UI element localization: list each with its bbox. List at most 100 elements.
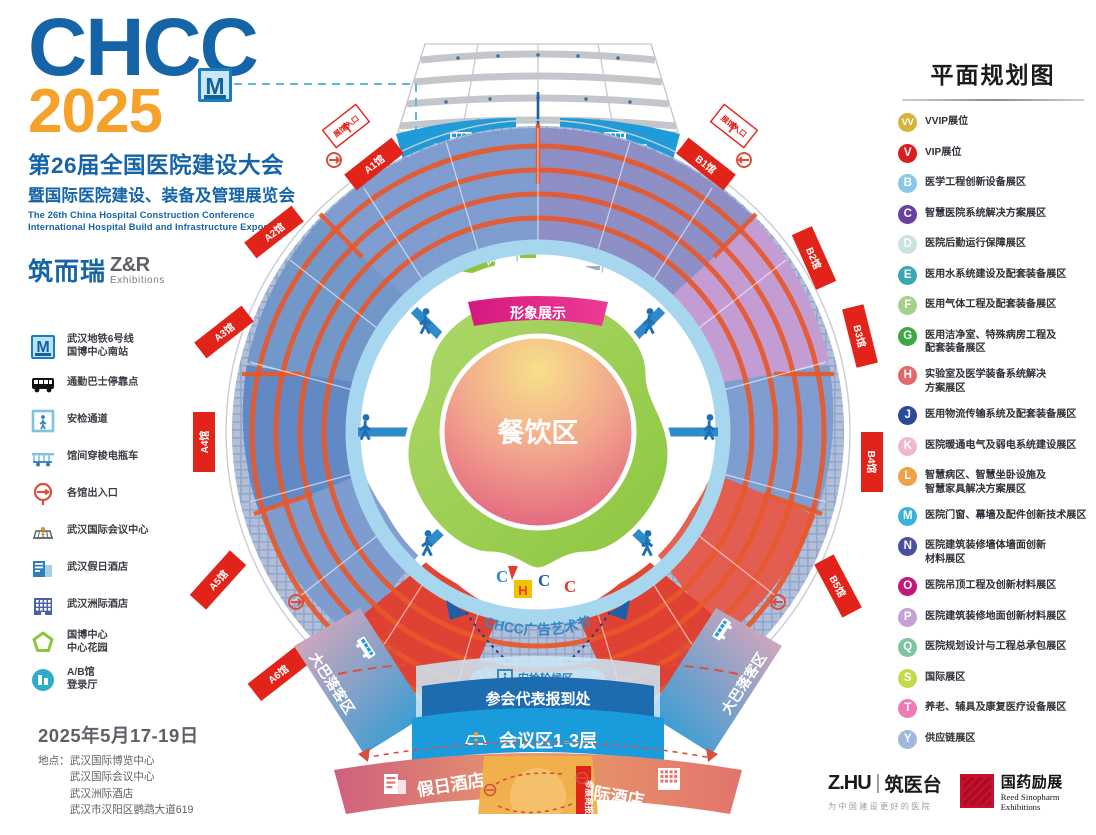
zone-legend-item-n[interactable]: N 医院建筑装修墙体墙面创新 材料展区 [898, 537, 1088, 566]
legend-item-shuttle-cart: 馆间穿梭电瓶车 [30, 441, 210, 474]
exhibition-floorplan-map[interactable]: M 大巴上客区 [178, 14, 898, 814]
delegate-registration[interactable]: 参会代表报到处 [422, 677, 654, 718]
zone-badge-icon: G [898, 326, 917, 346]
legend-label-shuttle-bus: 通勤巴士停靠点 [67, 377, 139, 389]
metro-marker[interactable]: M [198, 68, 232, 102]
pedestrian-icons [359, 308, 716, 557]
zone-legend-label: 医院暖通电气及弱电系统建设展区 [925, 439, 1077, 451]
zone-legend-item-vv[interactable]: VV VVIP展位 [898, 113, 1088, 133]
event-date: 2025年5月17-19日 [38, 725, 199, 746]
divider [876, 774, 879, 793]
zone-badge-icon: D [898, 235, 917, 254]
hall-tag-a6[interactable]: A6馆 [247, 646, 309, 702]
organizer-logo: 筑而瑞 Z&R Exhibitions [28, 252, 328, 288]
zone-legend-label: 医用物流传输系统及配套装备展区 [925, 409, 1077, 420]
pedestrian-arrow [608, 600, 630, 620]
zone-legend-item-s[interactable]: S 国际展区 [898, 668, 1088, 689]
hall-tag-b2[interactable]: B2馆 [791, 226, 837, 290]
zhuyitai-mark: Z.HU [828, 772, 872, 794]
zone-badge-icon: H [898, 366, 917, 386]
entrance-tag-right[interactable]: 展馆入口 [709, 103, 759, 149]
holiday-inn-icon [30, 556, 56, 582]
award-icons: C C C H [496, 566, 576, 598]
legend-item-intercontinental: 武汉洲际酒店 [30, 589, 210, 622]
hall-entrance-markers-hotel [483, 771, 589, 797]
shuttle-cart-icon [30, 445, 56, 471]
svg-text:M: M [205, 73, 224, 99]
brand-block: CHCC 2025 第26届全国医院建设大会 暨国际医院建设、装备及管理展览会 … [28, 6, 328, 288]
zone-legend-label: 养老、辅具及康复医疗设备展区 [925, 702, 1067, 713]
zone-legend-item-m[interactable]: M 医院门窗、幕墙及配件创新技术展区 [898, 506, 1088, 527]
shuttle-bus-icon [356, 636, 376, 659]
event-title-en-line1: The 26th China Hospital Construction Con… [28, 208, 255, 220]
zone-badge-icon: V [898, 143, 917, 163]
zone-legend-label: 供应链展区 [925, 732, 976, 744]
zone-legend-item-o[interactable]: O 医院吊顶工程及创新材料展区 [898, 577, 1088, 597]
zone-legend-label: 医用水系统建设及配套装备展区 [925, 268, 1067, 280]
zone-legend-label: 医用洁净室、特殊病房工程及 配套装备展区 [925, 329, 1057, 355]
zone-legend-item-k[interactable]: K 医院暖通电气及弱电系统建设展区 [898, 436, 1088, 457]
entrance-tag-left[interactable]: 展馆入口 [321, 103, 371, 149]
conference-area[interactable]: 会议区1-3层 [412, 708, 664, 762]
hall-label: B4馆 [865, 451, 878, 474]
zone-legend-item-e[interactable]: E 医用水系统建设及配套装备展区 [898, 265, 1088, 286]
zone-legend-item-t[interactable]: T 养老、辅具及康复医疗设备展区 [898, 699, 1088, 719]
hall-tag-a5[interactable]: A5馆 [189, 550, 247, 610]
zone-legend-label: 医院建筑装修地面创新材料展区 [925, 610, 1067, 622]
hall-tag-a4[interactable]: A4馆 [193, 412, 215, 472]
zone-badge-icon: E [898, 265, 917, 285]
hotel-band[interactable]: 假日酒店 洲际酒店 安检区 [334, 753, 742, 814]
zone-legend-item-v[interactable]: V VIP展位 [898, 143, 1088, 164]
zone-legend-item-b[interactable]: B 医学工程创新设备展区 [898, 174, 1088, 194]
zhuyitai-tagline: 为中国建设更好的医院 [828, 802, 932, 811]
zone-legend-item-l[interactable]: L 智慧病区、智慧坐卧设施及 智慧家具解决方案展区 [898, 467, 1088, 496]
hall-tag-b3[interactable]: B3馆 [842, 304, 878, 368]
zone-legend-item-d[interactable]: D 医院后勤运行保障展区 [898, 235, 1088, 255]
exhibitor-registration-label: 参展商报到处 [584, 780, 594, 814]
zone-legend-item-q[interactable]: Q 医院规划设计与工程总承包展区 [898, 638, 1088, 658]
image-display-label: 形象展示 [510, 305, 566, 321]
route-arrow [358, 748, 370, 762]
organizer-subtitle-en: Exhibitions [110, 274, 165, 286]
zone-legend-label: 智慧医院系统解决方案展区 [925, 207, 1047, 219]
zone-legend-item-h[interactable]: H 实验室及医学装备系统解决 方案展区 [898, 366, 1088, 395]
zone-legend-item-c[interactable]: C 智慧医院系统解决方案展区 [898, 204, 1088, 225]
food-court[interactable]: 餐饮区 [439, 333, 637, 531]
legend-label-convention-center: 武汉国际会议中心 [67, 525, 149, 537]
legend-item-registration-hall: A/B馆 登录厅 [30, 663, 210, 696]
zone-legend-item-p[interactable]: P 医院建筑装修地面创新材料展区 [898, 607, 1088, 628]
legend-label-shuttle-cart: 馆间穿梭电瓶车 [67, 451, 139, 463]
zone-legend-label: 医院后勤运行保障展区 [925, 238, 1026, 249]
reed-name-en-line1: Reed Sinopharm [1000, 791, 1060, 802]
zone-legend-item-y[interactable]: Y 供应链展区 [898, 729, 1088, 750]
hall-tag-b5[interactable]: B5馆 [814, 554, 862, 618]
zone-badge-icon: S [898, 668, 917, 688]
reed-seal-icon [959, 774, 994, 808]
convention-center-icon [30, 519, 56, 545]
zone-badge-icon: N [898, 537, 917, 557]
zone-legend-item-f[interactable]: F 医用气体工程及配套装备展区 [898, 296, 1088, 316]
image-display-banner[interactable]: 形象展示 [468, 296, 608, 326]
legend-label-metro: 武汉地铁6号线 国博中心南站 [67, 333, 134, 358]
zone-legend-item-j[interactable]: J 医用物流传输系统及配套装备展区 [898, 406, 1088, 426]
shuttle-bus-icon [712, 618, 732, 641]
hall-tag-b4[interactable]: B4馆 [861, 432, 883, 492]
zone-legend-label: VIP展位 [925, 146, 962, 158]
organizer-name-en: Z&R [110, 253, 150, 276]
venue-block: 2025年5月17-19日 地点： 武汉国际博览中心 武汉国际会议中心 武汉洲际… [38, 722, 298, 819]
route-arrow [706, 748, 718, 762]
zone-legend-item-g[interactable]: G 医用洁净室、特殊病房工程及 配套装备展区 [898, 326, 1088, 356]
zone-legend-list: VV VVIP展位 V VIP展位 B 医学工程创新设备展区 C 智慧医院系统解决方案展区 D 医… [898, 113, 1088, 750]
legend-item-hall-entrance: 各馆出入口 [30, 478, 210, 511]
legend-label-intercontinental: 武汉洲际酒店 [67, 599, 129, 611]
zone-badge-icon: B [898, 174, 917, 193]
floorplan-svg[interactable]: M 大巴上客区 [178, 14, 898, 814]
shuttle-bus-icon [30, 371, 56, 397]
legend-label-security-gate: 安检通道 [67, 414, 108, 426]
zone-legend-label: VVIP展位 [925, 116, 969, 127]
zone-legend-label: 实验室及医学装备系统解决 方案展区 [925, 369, 1047, 394]
legend-item-shuttle-bus: 通勤巴士停靠点 [30, 367, 210, 400]
zone-badge-icon: Q [898, 638, 917, 657]
food-court-label: 餐饮区 [498, 418, 579, 448]
inner-circulation-ring [345, 239, 731, 625]
